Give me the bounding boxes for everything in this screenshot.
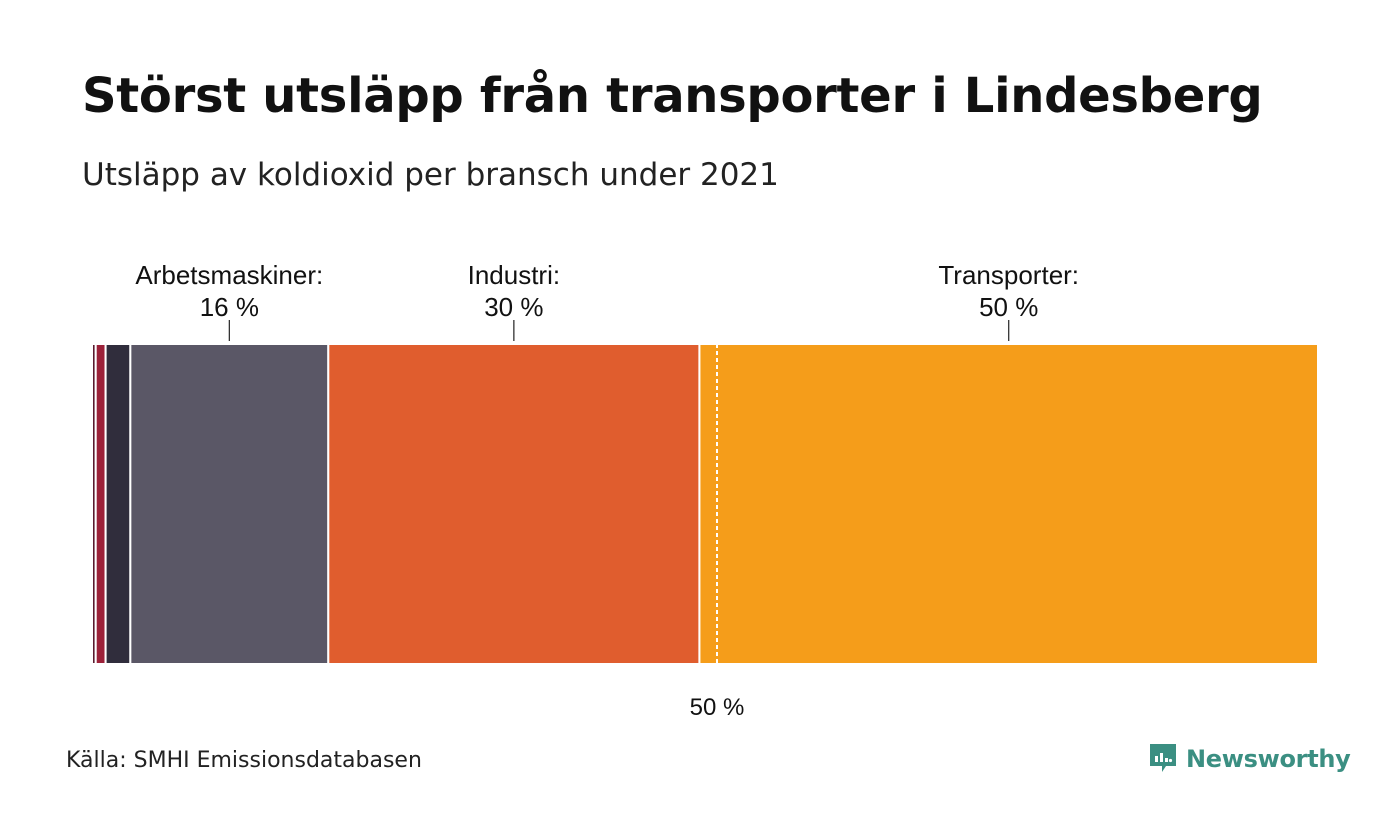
source-note: Källa: SMHI Emissionsdatabasen bbox=[66, 748, 422, 773]
bar-segment-3 bbox=[129, 343, 330, 665]
segment-label-4: Industri: bbox=[468, 260, 561, 290]
newsworthy-logo-text: Newsworthy bbox=[1186, 745, 1351, 773]
bar-segment-1 bbox=[94, 343, 107, 665]
bar-segment-5 bbox=[698, 343, 1319, 665]
chart-title: Störst utsläpp från transporter i Lindes… bbox=[82, 68, 1263, 124]
bar-segment-2 bbox=[104, 343, 132, 665]
stacked-bar-chart: Arbetsmaskiner:16 % Industri:30 % Transpor… bbox=[91, 260, 1319, 721]
newsworthy-logo: Newsworthy bbox=[1148, 742, 1351, 776]
segment-value-label-4: 30 % bbox=[484, 292, 543, 322]
segment-label-3: Arbetsmaskiner: bbox=[135, 260, 323, 290]
segment-value-label-5: 50 % bbox=[979, 292, 1038, 322]
bar-segment-4 bbox=[327, 343, 701, 665]
chart-subtitle: Utsläpp av koldioxid per bransch under 2… bbox=[82, 157, 779, 193]
newsworthy-logo-icon bbox=[1150, 744, 1176, 772]
segment-value-label-3: 16 % bbox=[200, 292, 259, 322]
segment-label-5: Transporter: bbox=[938, 260, 1079, 290]
reference-line-label: 50 % bbox=[690, 694, 745, 721]
